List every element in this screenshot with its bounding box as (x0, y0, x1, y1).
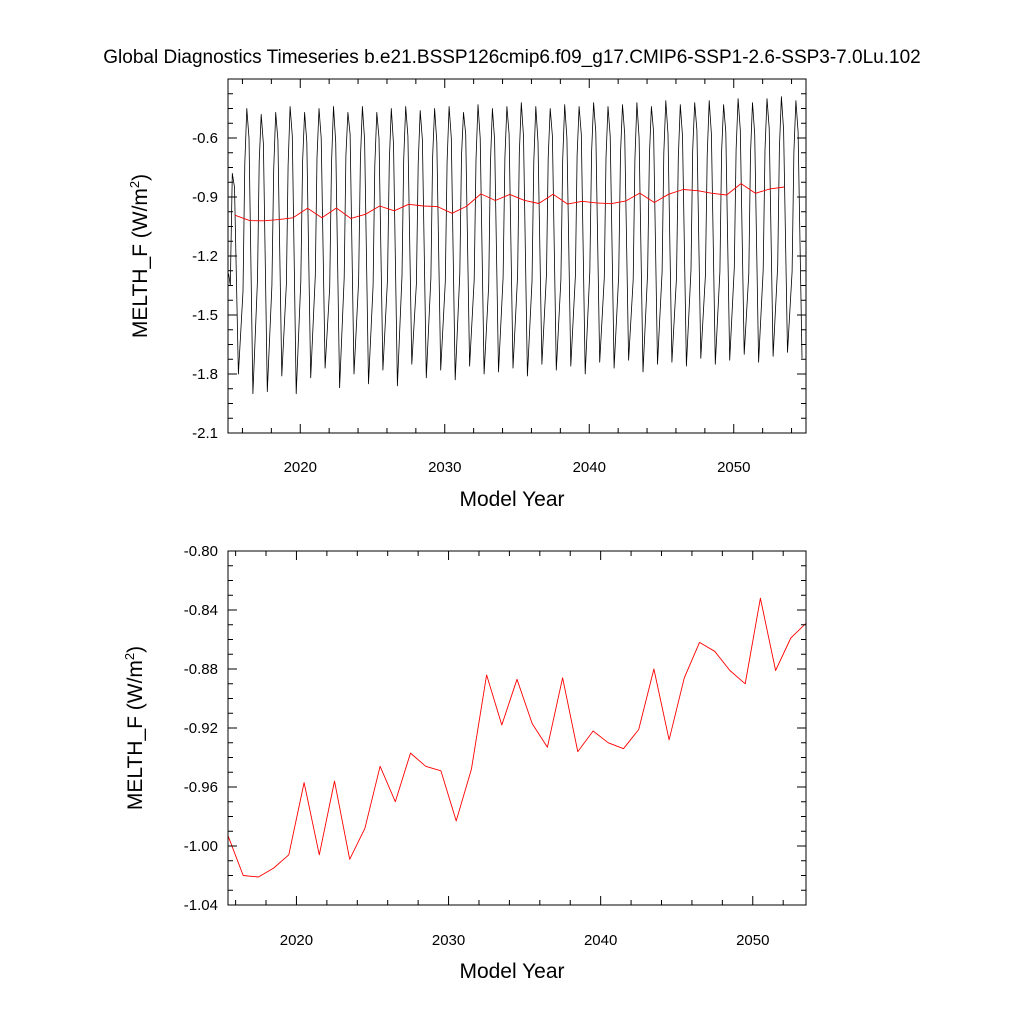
y-tick-label: -0.80 (184, 543, 218, 560)
annual-series-line (228, 597, 806, 878)
x-tick-label: 2040 (584, 932, 617, 949)
x-tick-label: 2050 (717, 459, 750, 476)
y-tick-label: -1.5 (192, 307, 218, 324)
series-group (228, 96, 803, 395)
y-tick-label: -0.96 (184, 779, 218, 796)
y-axis-label: MELTH_F (W/m2) (127, 174, 152, 338)
series-group (228, 597, 806, 878)
top-panel: -2.1 -1.8 -1.5 -1.2 -0.9 -0.6 2020 2030 2040 2050… (127, 78, 807, 511)
x-tick-label: 2030 (432, 932, 465, 949)
y-tick-label: -0.92 (184, 720, 218, 737)
bottom-panel: -1.04 -1.00 -0.96 -0.92 -0.88 -0.84 -0.80 2020 2… (122, 543, 807, 983)
x-tick-label: 2050 (736, 932, 769, 949)
plot-frame (227, 78, 807, 434)
x-axis-label: Model Year (459, 488, 564, 511)
y-tick-label: -0.88 (184, 661, 218, 678)
chart-title: Global Diagnostics Timeseries b.e21.BSSP… (103, 47, 920, 68)
x-axis-label: Model Year (459, 960, 564, 983)
y-tick-label: -1.8 (192, 366, 218, 383)
plot-frame (227, 550, 807, 906)
y-tick-label: -1.2 (192, 248, 218, 265)
x-tick-label: 2020 (284, 459, 317, 476)
y-tick-label: -2.1 (192, 425, 218, 442)
y-tick-label: -1.00 (184, 838, 218, 855)
y-tick-label: -1.04 (184, 897, 218, 914)
monthly-series-line (228, 96, 803, 395)
annual-series-line (235, 183, 785, 222)
y-tick-label: -0.6 (192, 130, 218, 147)
x-tick-label: 2030 (428, 459, 461, 476)
y-tick-label: -0.9 (192, 189, 218, 206)
y-tick-label: -0.84 (184, 602, 218, 619)
x-tick-label: 2040 (573, 459, 606, 476)
x-tick-label: 2020 (280, 932, 313, 949)
y-axis-label: MELTH_F (W/m2) (122, 646, 147, 810)
